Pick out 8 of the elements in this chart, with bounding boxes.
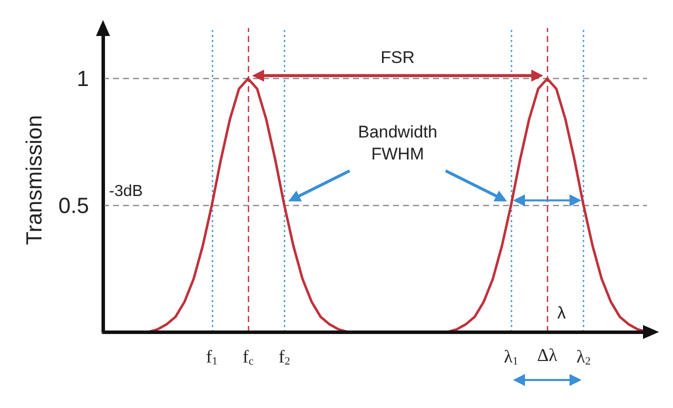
y-tick-label: 1 bbox=[76, 66, 89, 92]
ref-line-label: -3dB bbox=[109, 182, 143, 200]
annotation: FSR bbox=[380, 48, 415, 68]
annotation: λ bbox=[557, 304, 566, 322]
x-tick-label: Δλ bbox=[537, 345, 558, 365]
y-tick-label: 0.5 bbox=[58, 192, 89, 218]
annotation: Bandwidth FWHM bbox=[358, 122, 438, 164]
y-axis-title: Transmission bbox=[22, 115, 46, 245]
